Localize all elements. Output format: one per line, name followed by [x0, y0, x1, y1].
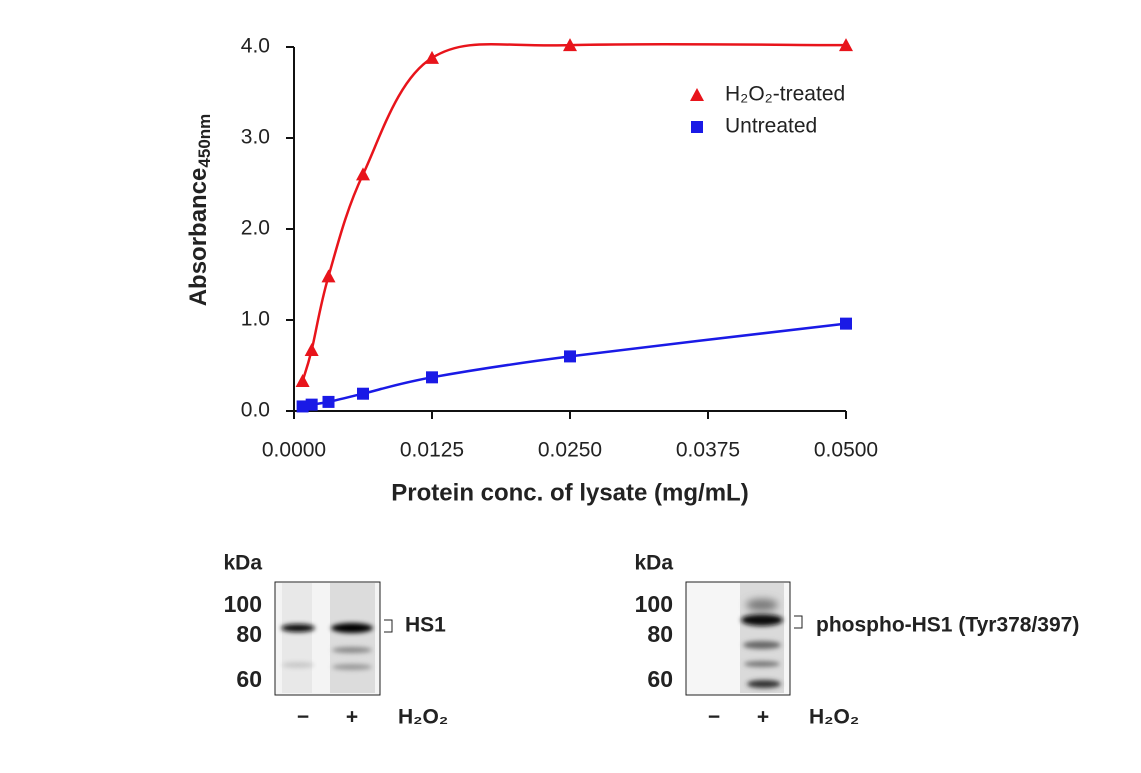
lane-label: − [708, 706, 720, 729]
x-tick-label: 0.0125 [400, 439, 464, 462]
triangle-marker [295, 373, 310, 387]
bracket [794, 615, 803, 629]
y-label-subscript: 450nm [195, 114, 214, 168]
x-tick-label: 0.0250 [538, 439, 602, 462]
mw-marker: 100 [224, 591, 262, 617]
treatment-label: H₂O₂ [809, 706, 859, 729]
x-tick-label: 0.0375 [676, 439, 740, 462]
band [331, 623, 373, 633]
bracket [384, 619, 393, 633]
lane-label: + [757, 706, 769, 729]
band [332, 647, 372, 653]
square-marker [840, 317, 852, 330]
band [744, 661, 780, 667]
legend-label: H₂O₂-treated [725, 83, 845, 106]
unit-label: kDa [634, 552, 673, 575]
triangle-marker [563, 38, 577, 52]
band [281, 624, 315, 632]
triangle-marker [304, 343, 319, 357]
legend-label: Untreated [725, 115, 817, 138]
square-marker [305, 398, 318, 411]
y-tick-label: 2.0 [241, 217, 270, 240]
triangle-marker [690, 88, 704, 101]
square-marker [426, 371, 438, 384]
x-tick-label: 0.0000 [262, 439, 326, 462]
square-marker [322, 395, 335, 408]
mw-marker: 60 [236, 666, 262, 692]
y-tick-label: 3.0 [241, 126, 270, 149]
square-marker [296, 400, 309, 413]
square-marker [691, 121, 703, 133]
square-marker [357, 387, 369, 400]
mw-marker: 100 [635, 591, 673, 617]
triangle-marker [839, 38, 853, 52]
square-marker [564, 350, 576, 363]
target-label: HS1 [405, 614, 446, 637]
triangle-marker [425, 50, 439, 64]
y-label: Absorbance [185, 168, 212, 307]
series-line [301, 42, 847, 382]
band [746, 599, 778, 611]
band [747, 680, 781, 688]
y-axis-title: Absorbance450nm [185, 114, 214, 307]
blot-panel [685, 581, 803, 696]
band [741, 614, 783, 626]
blot-panel [274, 581, 393, 696]
unit-label: kDa [223, 552, 262, 575]
triangle-marker [356, 167, 370, 181]
mw-marker: 80 [236, 621, 262, 647]
band [332, 664, 372, 670]
y-tick-label: 0.0 [241, 399, 270, 422]
x-tick-label: 0.0500 [814, 439, 878, 462]
lane-label: − [297, 706, 309, 729]
mw-marker: 80 [647, 621, 673, 647]
mw-marker: 60 [647, 666, 673, 692]
lane-label: + [346, 706, 358, 729]
y-tick-label: 4.0 [241, 35, 270, 58]
lane-smear [330, 583, 375, 693]
x-axis-title: Protein conc. of lysate (mg/mL) [391, 479, 748, 506]
band [743, 641, 781, 649]
series-line [302, 322, 847, 408]
band [282, 662, 314, 668]
triangle-marker [321, 269, 336, 283]
treatment-label: H₂O₂ [398, 706, 448, 729]
lane-smear [282, 583, 312, 693]
y-tick-label: 1.0 [241, 308, 270, 331]
target-label: phospho-HS1 (Tyr378/397) [816, 614, 1079, 637]
